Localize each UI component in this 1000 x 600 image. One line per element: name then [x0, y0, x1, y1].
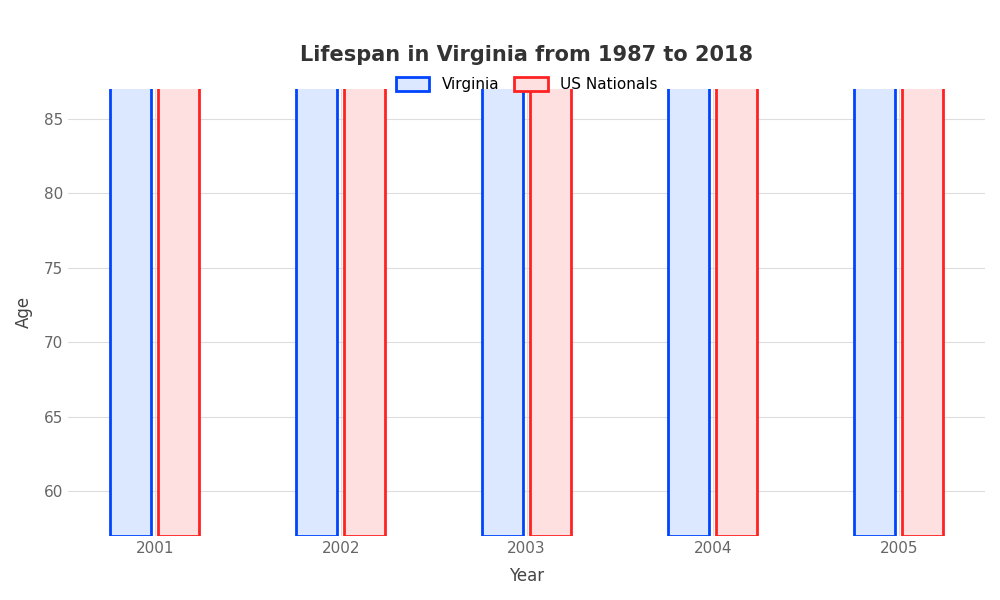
X-axis label: Year: Year	[509, 567, 544, 585]
Y-axis label: Age: Age	[15, 296, 33, 328]
Bar	[158, 0, 199, 536]
Bar	[344, 0, 385, 536]
Bar	[716, 0, 757, 536]
Bar	[296, 0, 337, 536]
Bar	[110, 0, 151, 536]
Bar	[854, 0, 895, 536]
Bar	[482, 0, 523, 536]
Title: Lifespan in Virginia from 1987 to 2018: Lifespan in Virginia from 1987 to 2018	[300, 45, 753, 65]
Bar	[668, 0, 709, 536]
Bar	[530, 0, 571, 536]
Bar	[902, 0, 943, 536]
Legend: Virginia, US Nationals: Virginia, US Nationals	[388, 70, 665, 100]
